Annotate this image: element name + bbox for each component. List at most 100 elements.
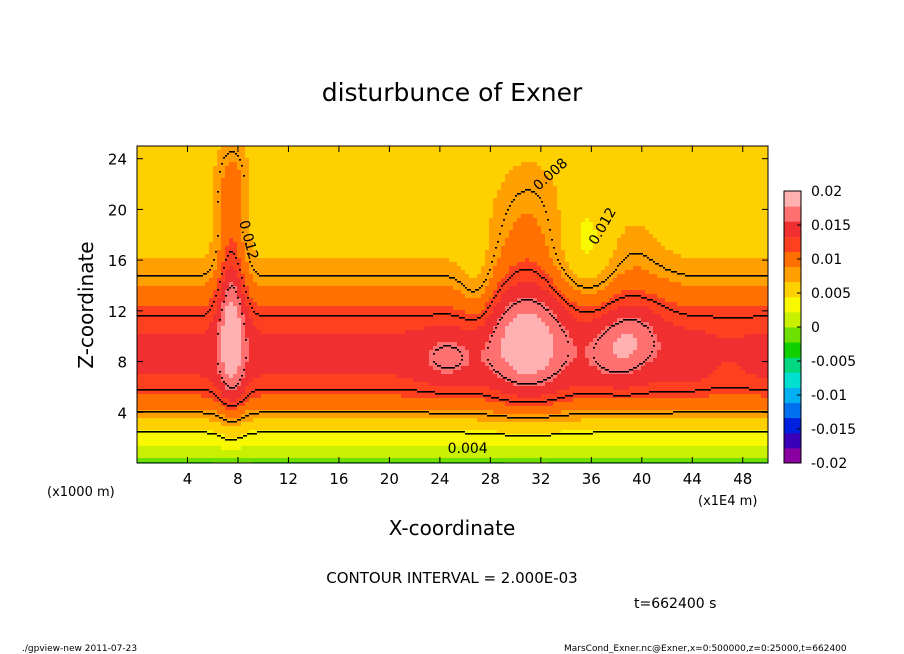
- heatmap-cell: [593, 242, 598, 247]
- heatmap-cell: [693, 198, 698, 203]
- heatmap-cell: [273, 262, 278, 267]
- heatmap-cell: [165, 178, 170, 183]
- heatmap-cell: [237, 170, 242, 175]
- heatmap-cell: [489, 150, 494, 155]
- heatmap-cell: [621, 174, 626, 179]
- heatmap-cell: [465, 178, 470, 183]
- heatmap-cell: [153, 230, 158, 235]
- heatmap-cell: [725, 230, 730, 235]
- heatmap-cell: [753, 258, 758, 263]
- heatmap-cell: [337, 226, 342, 231]
- heatmap-cell: [349, 210, 354, 215]
- heatmap-cell: [201, 182, 206, 187]
- heatmap-cell: [297, 266, 302, 271]
- heatmap-cell: [577, 178, 582, 183]
- heatmap-cell: [465, 214, 470, 219]
- heatmap-cell: [177, 258, 182, 263]
- heatmap-cell: [749, 174, 754, 179]
- heatmap-cell: [285, 222, 290, 227]
- heatmap-cell: [641, 246, 646, 251]
- heatmap-cell: [341, 266, 346, 271]
- heatmap-cell: [253, 266, 258, 271]
- heatmap-cell: [277, 166, 282, 171]
- heatmap-cell: [645, 266, 650, 271]
- heatmap-cell: [677, 170, 682, 175]
- heatmap-cell: [349, 234, 354, 239]
- heatmap-cell: [533, 238, 538, 243]
- heatmap-cell: [137, 198, 142, 203]
- heatmap-cell: [669, 226, 674, 231]
- heatmap-cell: [733, 242, 738, 247]
- heatmap-cell: [677, 258, 682, 263]
- heatmap-cell: [153, 234, 158, 239]
- heatmap-cell: [277, 146, 282, 151]
- heatmap-cell: [297, 218, 302, 223]
- heatmap-cell: [189, 150, 194, 155]
- heatmap-cell: [733, 162, 738, 167]
- heatmap-cell: [701, 178, 706, 183]
- heatmap-cell: [669, 198, 674, 203]
- heatmap-cell: [309, 250, 314, 255]
- heatmap-cell: [337, 154, 342, 159]
- heatmap-cell: [413, 234, 418, 239]
- heatmap-cell: [689, 218, 694, 223]
- heatmap-cell: [625, 234, 630, 239]
- heatmap-cell: [265, 218, 270, 223]
- heatmap-cell: [529, 258, 534, 263]
- heatmap-cell: [185, 190, 190, 195]
- heatmap-cell: [605, 166, 610, 171]
- heatmap-cell: [321, 266, 326, 271]
- heatmap-cell: [521, 218, 526, 223]
- heatmap-cell: [413, 186, 418, 191]
- heatmap-cell: [425, 222, 430, 227]
- heatmap-cell: [373, 174, 378, 179]
- heatmap-cell: [533, 218, 538, 223]
- heatmap-cell: [365, 194, 370, 199]
- heatmap-cell: [425, 190, 430, 195]
- heatmap-cell: [441, 226, 446, 231]
- heatmap-cell: [481, 238, 486, 243]
- heatmap-cell: [321, 190, 326, 195]
- heatmap-cell: [565, 230, 570, 235]
- heatmap-cell: [149, 170, 154, 175]
- heatmap-cell: [637, 258, 642, 263]
- heatmap-cell: [593, 206, 598, 211]
- heatmap-cell: [701, 190, 706, 195]
- heatmap-cell: [565, 242, 570, 247]
- heatmap-cell: [713, 238, 718, 243]
- heatmap-cell: [701, 234, 706, 239]
- heatmap-cell: [637, 242, 642, 247]
- heatmap-cell: [721, 150, 726, 155]
- heatmap-cell: [465, 222, 470, 227]
- heatmap-cell: [161, 230, 166, 235]
- heatmap-cell: [737, 158, 742, 163]
- heatmap-cell: [609, 166, 614, 171]
- heatmap-cell: [473, 242, 478, 247]
- heatmap-cell: [141, 234, 146, 239]
- heatmap-cell: [745, 266, 750, 271]
- heatmap-cell: [293, 186, 298, 191]
- heatmap-cell: [357, 238, 362, 243]
- heatmap-cell: [297, 174, 302, 179]
- heatmap-cell: [161, 190, 166, 195]
- heatmap-cell: [149, 238, 154, 243]
- heatmap-cell: [469, 182, 474, 187]
- heatmap-cell: [593, 230, 598, 235]
- heatmap-cell: [209, 150, 214, 155]
- heatmap-cell: [469, 206, 474, 211]
- heatmap-cell: [169, 230, 174, 235]
- heatmap-cell: [741, 178, 746, 183]
- heatmap-cell: [477, 170, 482, 175]
- heatmap-cell: [413, 230, 418, 235]
- heatmap-cell: [553, 262, 558, 267]
- heatmap-cell: [505, 242, 510, 247]
- heatmap-cell: [209, 158, 214, 163]
- heatmap-cell: [513, 186, 518, 191]
- heatmap-cell: [193, 182, 198, 187]
- heatmap-cell: [245, 238, 250, 243]
- heatmap-cell: [621, 222, 626, 227]
- heatmap-cell: [361, 202, 366, 207]
- heatmap-cell: [745, 186, 750, 191]
- heatmap-cell: [333, 262, 338, 267]
- heatmap-cell: [717, 234, 722, 239]
